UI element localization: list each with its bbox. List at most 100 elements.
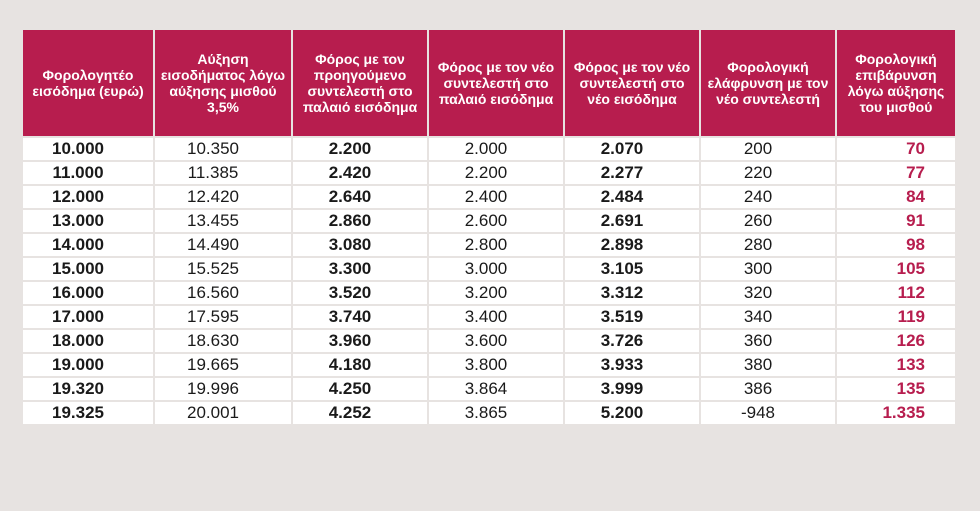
cell-tax-relief: 280 bbox=[701, 234, 835, 256]
cell-taxable-income: 11.000 bbox=[23, 162, 153, 184]
tax-table: Φορολογητέο εισόδημα (ευρώ) Αύξηση εισοδ… bbox=[21, 28, 957, 426]
cell-tax-new-rate-old-income: 2.200 bbox=[429, 162, 563, 184]
cell-tax-relief: 360 bbox=[701, 330, 835, 352]
cell-income-increase: 16.560 bbox=[155, 282, 291, 304]
cell-income-increase: 19.996 bbox=[155, 378, 291, 400]
cell-tax-old-rate-old-income: 3.740 bbox=[293, 306, 427, 328]
cell-tax-relief: 380 bbox=[701, 354, 835, 376]
header-tax-relief: Φορολογική ελάφρυνση με τον νέο συντελεσ… bbox=[701, 30, 835, 136]
table-row: 10.000 10.350 2.200 2.000 2.070 200 70 bbox=[23, 138, 955, 160]
cell-income-increase: 13.455 bbox=[155, 210, 291, 232]
cell-taxable-income: 14.000 bbox=[23, 234, 153, 256]
cell-tax-relief: 240 bbox=[701, 186, 835, 208]
cell-tax-relief: 220 bbox=[701, 162, 835, 184]
cell-tax-new-rate-new-income: 2.898 bbox=[565, 234, 699, 256]
cell-tax-old-rate-old-income: 2.200 bbox=[293, 138, 427, 160]
cell-income-increase: 14.490 bbox=[155, 234, 291, 256]
cell-tax-burden: 133 bbox=[837, 354, 955, 376]
cell-tax-burden: 1.335 bbox=[837, 402, 955, 424]
cell-tax-new-rate-new-income: 3.519 bbox=[565, 306, 699, 328]
cell-tax-burden: 84 bbox=[837, 186, 955, 208]
header-tax-burden: Φορολογική επιβάρυνση λόγω αύξησης του μ… bbox=[837, 30, 955, 136]
cell-tax-new-rate-old-income: 3.600 bbox=[429, 330, 563, 352]
cell-tax-old-rate-old-income: 3.520 bbox=[293, 282, 427, 304]
table-row: 11.000 11.385 2.420 2.200 2.277 220 77 bbox=[23, 162, 955, 184]
cell-tax-new-rate-old-income: 3.864 bbox=[429, 378, 563, 400]
cell-tax-new-rate-new-income: 2.277 bbox=[565, 162, 699, 184]
cell-tax-new-rate-new-income: 3.999 bbox=[565, 378, 699, 400]
cell-taxable-income: 19.320 bbox=[23, 378, 153, 400]
cell-tax-relief: 300 bbox=[701, 258, 835, 280]
cell-tax-new-rate-old-income: 3.200 bbox=[429, 282, 563, 304]
table-row: 12.000 12.420 2.640 2.400 2.484 240 84 bbox=[23, 186, 955, 208]
cell-tax-burden: 126 bbox=[837, 330, 955, 352]
header-tax-old-rate-old-income: Φόρος με τον προηγούμενο συντελεστή στο … bbox=[293, 30, 427, 136]
cell-tax-new-rate-old-income: 3.800 bbox=[429, 354, 563, 376]
cell-tax-old-rate-old-income: 2.860 bbox=[293, 210, 427, 232]
header-row: Φορολογητέο εισόδημα (ευρώ) Αύξηση εισοδ… bbox=[23, 30, 955, 136]
cell-tax-new-rate-old-income: 2.400 bbox=[429, 186, 563, 208]
header-tax-new-rate-old-income: Φόρος με τον νέο συντελεστή στο παλαιό ε… bbox=[429, 30, 563, 136]
cell-tax-old-rate-old-income: 4.180 bbox=[293, 354, 427, 376]
cell-tax-new-rate-new-income: 5.200 bbox=[565, 402, 699, 424]
table-row: 14.000 14.490 3.080 2.800 2.898 280 98 bbox=[23, 234, 955, 256]
cell-tax-relief: -948 bbox=[701, 402, 835, 424]
cell-tax-burden: 135 bbox=[837, 378, 955, 400]
cell-income-increase: 18.630 bbox=[155, 330, 291, 352]
header-taxable-income: Φορολογητέο εισόδημα (ευρώ) bbox=[23, 30, 153, 136]
cell-tax-burden: 77 bbox=[837, 162, 955, 184]
cell-taxable-income: 19.000 bbox=[23, 354, 153, 376]
cell-tax-new-rate-old-income: 2.800 bbox=[429, 234, 563, 256]
table-row: 18.000 18.630 3.960 3.600 3.726 360 126 bbox=[23, 330, 955, 352]
table-row: 19.325 20.001 4.252 3.865 5.200 -948 1.335 bbox=[23, 402, 955, 424]
cell-taxable-income: 10.000 bbox=[23, 138, 153, 160]
table-row: 15.000 15.525 3.300 3.000 3.105 300 105 bbox=[23, 258, 955, 280]
tax-table-container: Φορολογητέο εισόδημα (ευρώ) Αύξηση εισοδ… bbox=[23, 28, 955, 426]
cell-tax-new-rate-new-income: 2.070 bbox=[565, 138, 699, 160]
cell-taxable-income: 12.000 bbox=[23, 186, 153, 208]
cell-taxable-income: 17.000 bbox=[23, 306, 153, 328]
cell-tax-new-rate-new-income: 2.484 bbox=[565, 186, 699, 208]
cell-tax-burden: 70 bbox=[837, 138, 955, 160]
cell-taxable-income: 13.000 bbox=[23, 210, 153, 232]
cell-income-increase: 17.595 bbox=[155, 306, 291, 328]
table-row: 19.000 19.665 4.180 3.800 3.933 380 133 bbox=[23, 354, 955, 376]
cell-taxable-income: 15.000 bbox=[23, 258, 153, 280]
cell-income-increase: 10.350 bbox=[155, 138, 291, 160]
cell-tax-old-rate-old-income: 4.252 bbox=[293, 402, 427, 424]
cell-tax-new-rate-old-income: 2.600 bbox=[429, 210, 563, 232]
cell-tax-new-rate-new-income: 3.312 bbox=[565, 282, 699, 304]
cell-tax-relief: 340 bbox=[701, 306, 835, 328]
cell-income-increase: 20.001 bbox=[155, 402, 291, 424]
cell-tax-new-rate-old-income: 3.865 bbox=[429, 402, 563, 424]
cell-tax-new-rate-old-income: 3.000 bbox=[429, 258, 563, 280]
cell-tax-old-rate-old-income: 3.300 bbox=[293, 258, 427, 280]
cell-tax-new-rate-new-income: 3.726 bbox=[565, 330, 699, 352]
cell-income-increase: 12.420 bbox=[155, 186, 291, 208]
cell-tax-relief: 386 bbox=[701, 378, 835, 400]
cell-taxable-income: 19.325 bbox=[23, 402, 153, 424]
cell-tax-burden: 91 bbox=[837, 210, 955, 232]
cell-tax-old-rate-old-income: 4.250 bbox=[293, 378, 427, 400]
cell-tax-burden: 98 bbox=[837, 234, 955, 256]
cell-tax-burden: 112 bbox=[837, 282, 955, 304]
cell-tax-new-rate-new-income: 3.933 bbox=[565, 354, 699, 376]
cell-tax-burden: 105 bbox=[837, 258, 955, 280]
cell-tax-new-rate-new-income: 2.691 bbox=[565, 210, 699, 232]
cell-tax-relief: 200 bbox=[701, 138, 835, 160]
table-row: 13.000 13.455 2.860 2.600 2.691 260 91 bbox=[23, 210, 955, 232]
cell-tax-new-rate-old-income: 2.000 bbox=[429, 138, 563, 160]
table-row: 17.000 17.595 3.740 3.400 3.519 340 119 bbox=[23, 306, 955, 328]
cell-taxable-income: 16.000 bbox=[23, 282, 153, 304]
cell-tax-old-rate-old-income: 3.960 bbox=[293, 330, 427, 352]
header-tax-new-rate-new-income: Φόρος με τον νέο συντελεστή στο νέο εισό… bbox=[565, 30, 699, 136]
cell-income-increase: 15.525 bbox=[155, 258, 291, 280]
cell-tax-new-rate-new-income: 3.105 bbox=[565, 258, 699, 280]
cell-tax-new-rate-old-income: 3.400 bbox=[429, 306, 563, 328]
cell-tax-relief: 260 bbox=[701, 210, 835, 232]
cell-income-increase: 19.665 bbox=[155, 354, 291, 376]
cell-tax-relief: 320 bbox=[701, 282, 835, 304]
cell-tax-burden: 119 bbox=[837, 306, 955, 328]
table-row: 19.320 19.996 4.250 3.864 3.999 386 135 bbox=[23, 378, 955, 400]
header-income-increase: Αύξηση εισοδήματος λόγω αύξησης μισθού 3… bbox=[155, 30, 291, 136]
